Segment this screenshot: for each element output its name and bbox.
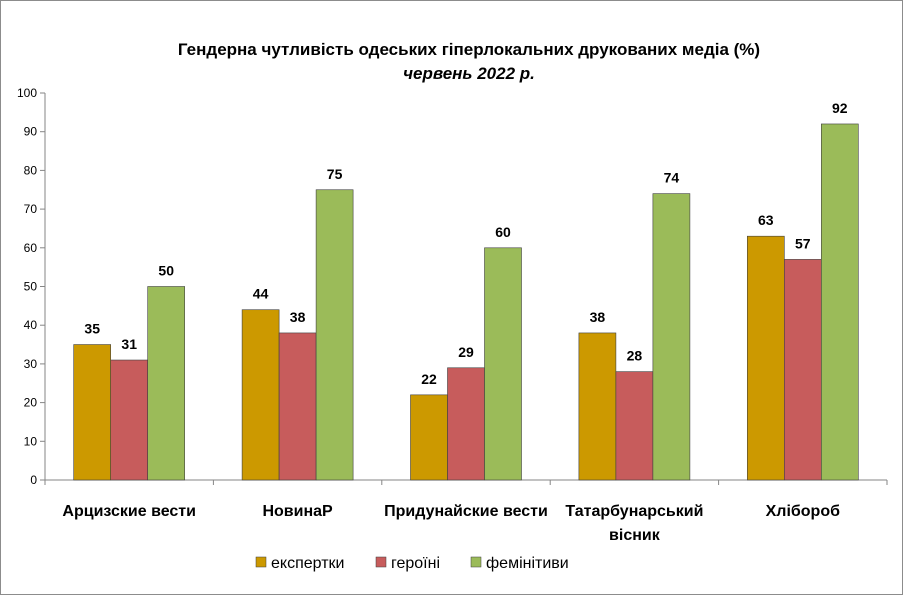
y-tick-label: 70 bbox=[24, 202, 38, 216]
data-label: 28 bbox=[627, 348, 643, 364]
bar-експертки bbox=[241, 309, 280, 481]
data-label: 74 bbox=[664, 170, 680, 186]
data-label: 44 bbox=[253, 286, 269, 302]
y-tick-label: 100 bbox=[17, 86, 37, 100]
bar-фемінітиви bbox=[820, 123, 859, 481]
y-tick-label: 10 bbox=[24, 434, 38, 448]
y-tick-label: 60 bbox=[24, 241, 38, 255]
bar-героїні bbox=[615, 371, 654, 481]
x-tick-label: Арцизские вести bbox=[62, 503, 196, 520]
bar-експертки bbox=[578, 332, 617, 481]
data-label: 63 bbox=[758, 212, 774, 228]
y-tick-label: 30 bbox=[24, 357, 38, 371]
x-tick-label: Придунайские вести bbox=[384, 503, 548, 520]
data-label: 38 bbox=[590, 309, 606, 325]
data-label: 57 bbox=[795, 235, 811, 251]
data-label: 22 bbox=[421, 371, 437, 387]
data-label: 35 bbox=[84, 321, 100, 337]
y-tick-label: 80 bbox=[24, 163, 38, 177]
bar-героїні bbox=[278, 332, 317, 481]
bar-фемінітиви bbox=[484, 247, 522, 481]
bar-фемінітиви bbox=[652, 193, 691, 481]
data-label: 38 bbox=[290, 309, 306, 325]
chart-title: Гендерна чутливість одеських гіперлокаль… bbox=[178, 40, 760, 59]
legend-label: експертки bbox=[271, 555, 344, 572]
bar-героїні bbox=[110, 359, 148, 481]
x-tick-label: Татарбунарський bbox=[565, 503, 703, 520]
y-tick-label: 20 bbox=[24, 396, 38, 410]
data-label: 92 bbox=[832, 100, 848, 116]
plot-area: 0 10 20 30 40 50 60 70 80 90 100 35 31 50 Арцизские ве… bbox=[17, 86, 888, 544]
y-tick-label: 90 bbox=[24, 125, 38, 139]
legend-label: фемінітиви bbox=[486, 555, 569, 572]
y-tick-label: 40 bbox=[24, 318, 38, 332]
data-label: 29 bbox=[458, 344, 474, 360]
x-tick-label: Хлібороб bbox=[766, 503, 840, 520]
bar-героїні bbox=[783, 259, 822, 481]
data-label: 60 bbox=[495, 224, 511, 240]
y-tick-label: 50 bbox=[24, 280, 38, 294]
chart-subtitle: червень 2022 р. bbox=[403, 64, 535, 83]
legend-label: героїні bbox=[391, 555, 440, 572]
data-label: 75 bbox=[327, 166, 343, 182]
bar-героїні bbox=[447, 367, 485, 481]
bar-експертки bbox=[73, 344, 111, 481]
x-tick-label: НовинаР bbox=[262, 503, 333, 520]
legend: експертки героїні фемінітиви bbox=[255, 555, 569, 572]
bar-експертки bbox=[746, 235, 785, 481]
data-label: 50 bbox=[158, 263, 174, 279]
legend-swatch bbox=[470, 556, 482, 568]
y-tick-label: 0 bbox=[30, 473, 37, 487]
x-tick-label: вісник bbox=[609, 527, 661, 544]
legend-swatch bbox=[255, 556, 267, 568]
bar-експертки bbox=[410, 394, 448, 481]
data-label: 31 bbox=[121, 336, 137, 352]
legend-swatch bbox=[375, 556, 387, 568]
bar-фемінітиви bbox=[147, 286, 185, 481]
bar-фемінітиви bbox=[315, 189, 354, 481]
